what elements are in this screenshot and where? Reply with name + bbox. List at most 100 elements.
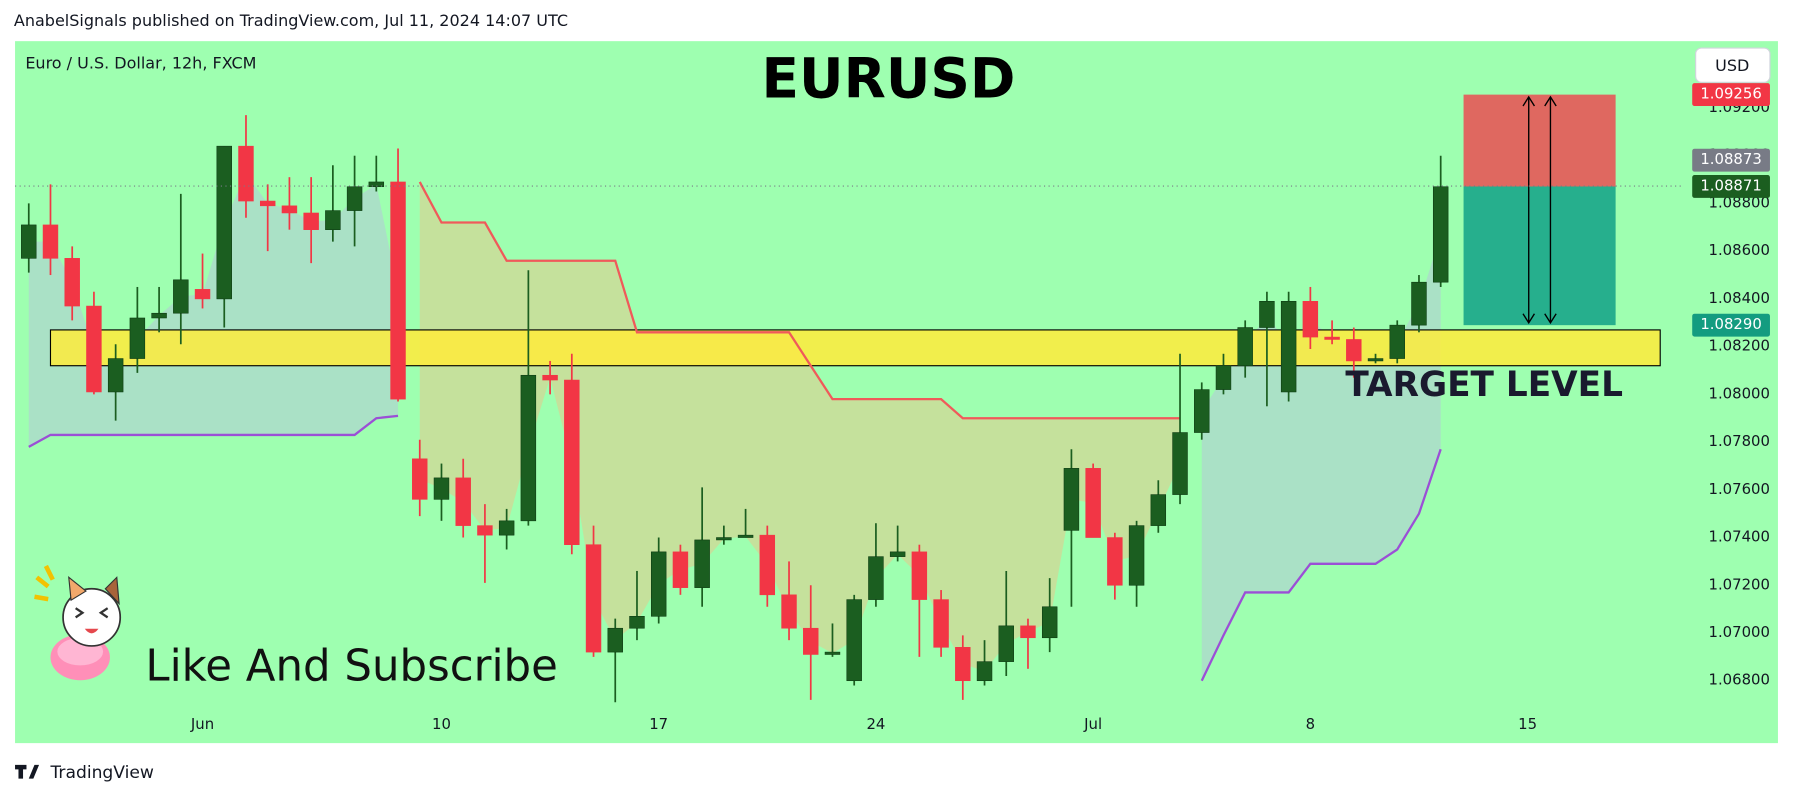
publish-line: AnabelSignals published on TradingView.c… — [14, 11, 568, 30]
zone-layer — [49, 329, 1661, 367]
candle-body — [281, 205, 298, 214]
candle-body — [325, 210, 341, 230]
candle-body — [194, 289, 211, 300]
candle-body — [368, 181, 385, 188]
candles-layer — [21, 115, 1449, 703]
candle-body — [21, 224, 37, 259]
sticker-ear — [68, 576, 87, 602]
candle-body — [803, 627, 819, 655]
y-tick-label: 1.06800 — [1709, 671, 1770, 689]
y-tick-label: 1.08400 — [1709, 289, 1770, 307]
sticker-sparks — [34, 564, 55, 602]
candle-body — [672, 551, 689, 588]
trend-line — [28, 414, 399, 448]
candle-body — [303, 212, 319, 230]
trend-fill — [419, 181, 1181, 672]
candle-body — [955, 647, 971, 682]
candle-body — [1411, 281, 1427, 326]
candle-body — [1367, 358, 1384, 362]
trend-line — [418, 181, 1181, 420]
candle-body — [216, 145, 232, 300]
candle-body — [1020, 625, 1036, 639]
range-arrow — [1522, 95, 1536, 325]
candle-body — [781, 594, 797, 629]
y-tick-label: 1.08200 — [1709, 337, 1770, 355]
candle-body — [64, 258, 80, 307]
candle-body — [1150, 494, 1167, 526]
candle-body — [998, 625, 1014, 662]
candle-body — [650, 551, 667, 617]
candle-body — [477, 525, 493, 536]
candle-body — [129, 317, 146, 359]
candle-body — [868, 556, 884, 600]
trend-line — [1200, 448, 1442, 682]
currency-box[interactable] — [1695, 47, 1771, 83]
y-tick-label: 1.07400 — [1709, 528, 1770, 546]
x-tick-label: 10 — [432, 715, 451, 733]
candle-body — [390, 181, 406, 400]
candle-body — [1346, 339, 1362, 362]
indicator-layer — [28, 181, 1442, 682]
candle-body — [737, 534, 754, 538]
candle-body — [1324, 336, 1340, 340]
y-tick-label: 1.07600 — [1709, 480, 1770, 498]
price-badge-label: 1.08871 — [1700, 176, 1761, 194]
candle-body — [889, 551, 906, 557]
candle-body — [238, 145, 254, 202]
candle-body — [1041, 606, 1058, 639]
symbol-label: Euro / U.S. Dollar, 12h, FXCM — [25, 54, 256, 73]
candle-body — [1128, 525, 1145, 586]
candle-body — [498, 520, 515, 536]
candle-body — [107, 358, 124, 393]
y-tick-label: 1.07200 — [1709, 575, 1770, 593]
candle-body — [1302, 300, 1319, 338]
candle-body — [976, 661, 993, 682]
sticker-head — [62, 587, 122, 647]
candle-body — [933, 599, 949, 648]
candle-body — [1172, 432, 1188, 495]
sticker-mouth — [84, 628, 99, 634]
candle-body — [151, 312, 167, 319]
x-tick-label: Jul — [1083, 715, 1102, 733]
brand-logo — [15, 764, 40, 779]
x-tick-label: 24 — [866, 715, 885, 733]
candle-body — [1085, 468, 1101, 538]
x-tick-label: Jun — [190, 715, 214, 733]
candle-body — [846, 599, 862, 682]
y-tick-label: 1.08600 — [1709, 241, 1770, 259]
x-tick-label: 8 — [1306, 715, 1315, 733]
target-annotation: TARGET LEVEL — [1345, 365, 1623, 405]
candle-body — [607, 627, 623, 653]
y-tick-label: 1.07800 — [1709, 432, 1770, 450]
candle-body — [1107, 537, 1123, 586]
candle-body — [173, 279, 189, 314]
price-badge — [1692, 83, 1770, 107]
candle-body — [1432, 186, 1449, 283]
candle-body — [585, 544, 602, 653]
candle-body — [455, 477, 471, 526]
sticker-eyes — [75, 607, 109, 619]
candle-body — [259, 200, 276, 207]
candle-body — [824, 651, 841, 655]
chart-title: EURUSD — [762, 46, 1016, 110]
support-zone — [49, 329, 1661, 367]
position-target — [1463, 186, 1616, 326]
position-stop — [1463, 94, 1616, 187]
candle-body — [346, 186, 363, 211]
brand-name: TradingView — [49, 763, 153, 783]
price-badge-label: 1.08873 — [1700, 150, 1761, 168]
subscribe-annotation: Like And Subscribe — [145, 641, 557, 691]
candle-body — [911, 551, 928, 600]
currency-label: USD — [1715, 56, 1749, 75]
price-badge — [1692, 148, 1770, 172]
candle-body — [694, 539, 710, 588]
cat-sticker — [34, 564, 122, 681]
sticker-ear — [104, 576, 120, 606]
brand: TradingView — [15, 763, 154, 783]
y-tick-label: 1.08000 — [1709, 384, 1770, 402]
candle-body — [412, 458, 428, 500]
candle-body — [759, 534, 776, 596]
candle-body — [1063, 468, 1080, 531]
price-badge — [1692, 175, 1770, 198]
